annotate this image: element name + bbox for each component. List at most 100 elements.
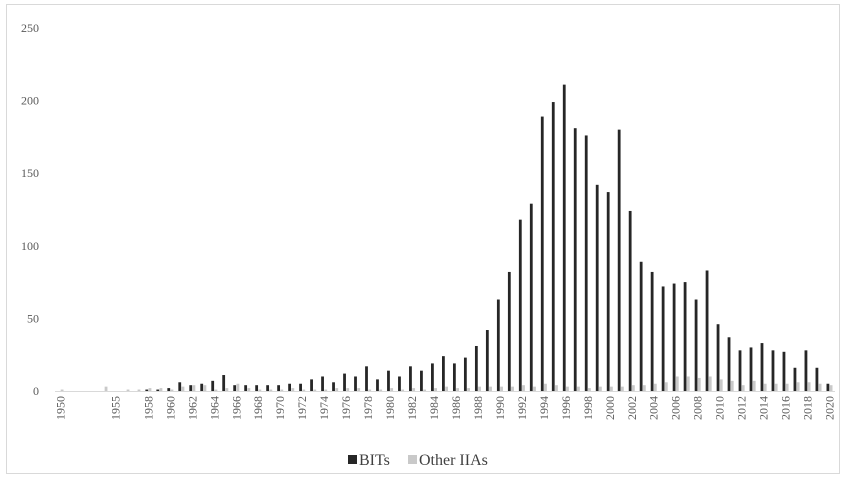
bar-other-iias-2005: [664, 382, 668, 391]
x-tick-label-1982: 1982: [405, 396, 419, 420]
bar-other-iias-1959: [159, 388, 163, 391]
bar-other-iias-2010: [719, 379, 723, 391]
bar-other-iias-1976: [346, 388, 350, 391]
bar-bits-2016: [782, 351, 786, 391]
x-tick-label-1960: 1960: [163, 396, 177, 420]
bar-bits-1996: [562, 84, 566, 391]
bar-bits-1997: [573, 128, 577, 391]
bar-other-iias-1978: [368, 389, 372, 391]
bar-bits-1978: [365, 366, 368, 391]
bar-other-iias-2003: [642, 385, 646, 391]
bar-bits-2018: [804, 350, 808, 391]
bar-bits-1960: [167, 388, 171, 391]
x-tick-label-2016: 2016: [779, 396, 793, 420]
bar-bits-1989: [485, 330, 489, 391]
bar-other-iias-1961: [181, 386, 185, 391]
bar-other-iias-1995: [555, 385, 558, 391]
legend-swatch-other-iias: [408, 455, 417, 464]
x-tick-label-1998: 1998: [581, 396, 595, 420]
bar-chart: 0 50 100 150 200 250 1950 1955 1958 1960 1962 1964…: [21, 21, 837, 469]
bars: [60, 84, 833, 392]
bar-other-iias-1987: [467, 388, 470, 391]
legend: BITs Other IIAs: [348, 452, 488, 469]
bar-bits-1958: [145, 389, 149, 391]
bar-bits-2015: [771, 350, 775, 391]
bar-bits-1974: [321, 376, 324, 391]
bar-bits-1970: [277, 385, 281, 391]
y-tick-label: 200: [21, 94, 39, 108]
bar-other-iias-1972: [302, 389, 306, 391]
bar-other-iias-1996: [566, 386, 569, 391]
x-tick-label-2006: 2006: [669, 396, 683, 420]
x-tick-label-1962: 1962: [185, 396, 199, 420]
bar-other-iias-1990: [500, 386, 503, 391]
bar-other-iias-1985: [445, 386, 448, 391]
bar-bits-1963: [200, 383, 204, 391]
legend-label-bits: BITs: [359, 452, 390, 469]
bar-bits-2002: [628, 210, 632, 391]
bar-other-iias-2012: [741, 385, 745, 391]
bar-bits-1966: [233, 385, 237, 391]
bar-bits-1973: [310, 379, 313, 391]
bar-other-iias-1968: [258, 389, 262, 391]
x-tick-label-1990: 1990: [493, 396, 507, 420]
bar-other-iias-1965: [225, 388, 229, 391]
bar-other-iias-1963: [203, 385, 207, 391]
bar-other-iias-2002: [631, 385, 635, 391]
x-tick-label-1984: 1984: [427, 396, 441, 420]
bar-bits-1983: [420, 370, 423, 391]
bar-other-iias-1994: [544, 383, 547, 391]
x-tick-label-2018: 2018: [801, 396, 815, 420]
chart-frame: 0 50 100 150 200 250 1950 1955 1958 1960 1962 1964…: [6, 4, 840, 474]
bar-other-iias-1997: [577, 386, 580, 391]
x-tick-label-1996: 1996: [559, 396, 573, 420]
x-tick-label-2008: 2008: [691, 396, 705, 420]
bar-bits-1991: [507, 271, 511, 391]
bar-other-iias-1986: [456, 388, 459, 391]
bar-bits-1985: [442, 356, 445, 391]
bar-other-iias-1975: [335, 388, 339, 391]
bar-other-iias-2001: [620, 386, 624, 391]
bar-other-iias-2008: [697, 377, 701, 391]
x-tick-label-1964: 1964: [207, 396, 221, 420]
bar-other-iias-2018: [807, 382, 811, 391]
bar-bits-2001: [617, 129, 621, 391]
bar-other-iias-1964: [214, 389, 218, 391]
bar-bits-1964: [211, 380, 215, 391]
x-tick-label-1955: 1955: [108, 396, 122, 420]
bar-bits-1982: [409, 366, 412, 391]
bar-bits-1971: [288, 383, 291, 391]
x-tick-label-1980: 1980: [383, 396, 397, 420]
bar-other-iias-2019: [818, 383, 822, 391]
bar-bits-2012: [738, 350, 742, 391]
bar-other-iias-1962: [192, 385, 196, 391]
bar-bits-2009: [705, 270, 709, 391]
bar-bits-2017: [793, 367, 797, 391]
bar-other-iias-1957: [137, 389, 141, 391]
x-tick-label-1966: 1966: [229, 396, 243, 420]
bar-other-iias-1969: [269, 389, 273, 391]
y-tick-label: 150: [21, 166, 39, 180]
x-tick-label-2020: 2020: [823, 396, 837, 420]
bar-bits-2013: [749, 347, 753, 391]
bar-bits-1969: [266, 385, 270, 391]
bar-other-iias-1954: [104, 386, 108, 391]
bar-bits-1976: [343, 373, 346, 391]
bar-bits-2010: [716, 324, 720, 391]
bar-bits-1967: [244, 385, 248, 391]
bar-other-iias-1999: [599, 386, 602, 391]
y-tick-label: 250: [21, 21, 39, 35]
x-tick-label-2010: 2010: [713, 396, 727, 420]
bar-other-iias-2006: [675, 376, 679, 391]
bar-other-iias-2015: [774, 383, 778, 391]
bar-bits-2020: [826, 383, 830, 391]
bar-other-iias-1966: [236, 383, 240, 391]
bar-bits-1992: [518, 219, 522, 391]
bar-other-iias-2017: [796, 382, 800, 391]
x-tick-label-2000: 2000: [603, 396, 617, 420]
legend-swatch-bits: [348, 455, 357, 464]
x-tick-label-1978: 1978: [361, 396, 375, 420]
bar-other-iias-1992: [522, 385, 525, 391]
bar-bits-1987: [463, 357, 467, 391]
bar-bits-1968: [255, 385, 259, 391]
